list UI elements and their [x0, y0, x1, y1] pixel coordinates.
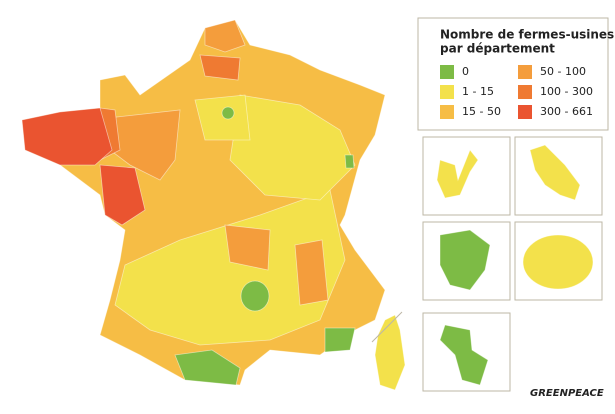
region — [199, 54, 241, 81]
legend-label: 100 - 300 — [540, 85, 593, 98]
mainland-map — [21, 19, 406, 391]
logo: GREENPEACE — [530, 388, 604, 399]
overseas-insets — [422, 136, 603, 392]
region — [344, 154, 355, 169]
legend-title: par département — [440, 42, 555, 56]
legend-title: Nombre de fermes-usines — [440, 28, 614, 42]
region — [21, 107, 113, 166]
legend-swatch — [518, 65, 532, 79]
corsica — [374, 314, 406, 391]
region — [221, 106, 235, 120]
region — [204, 19, 246, 53]
legend-label: 0 — [462, 65, 469, 78]
legend: Nombre de fermes-usines par département … — [417, 17, 614, 131]
legend-swatch — [440, 105, 454, 119]
legend-label: 15 - 50 — [462, 105, 501, 118]
legend-swatch — [440, 85, 454, 99]
region — [224, 224, 271, 271]
region — [324, 327, 356, 353]
separator — [371, 311, 403, 343]
mayotte — [439, 324, 489, 386]
legend-swatch — [440, 65, 454, 79]
region — [114, 189, 346, 346]
region — [240, 280, 270, 312]
legend-label: 50 - 100 — [540, 65, 586, 78]
region — [99, 164, 146, 226]
legend-label: 1 - 15 — [462, 85, 494, 98]
legend-label: 300 - 661 — [540, 105, 593, 118]
legend-swatch — [518, 105, 532, 119]
region — [229, 94, 356, 201]
region — [294, 239, 329, 306]
region — [194, 94, 251, 141]
guyane — [439, 229, 491, 291]
martinique — [529, 144, 581, 201]
reunion — [522, 234, 594, 290]
guadeloupe — [436, 149, 479, 199]
region — [174, 349, 241, 386]
legend-swatch — [518, 85, 532, 99]
